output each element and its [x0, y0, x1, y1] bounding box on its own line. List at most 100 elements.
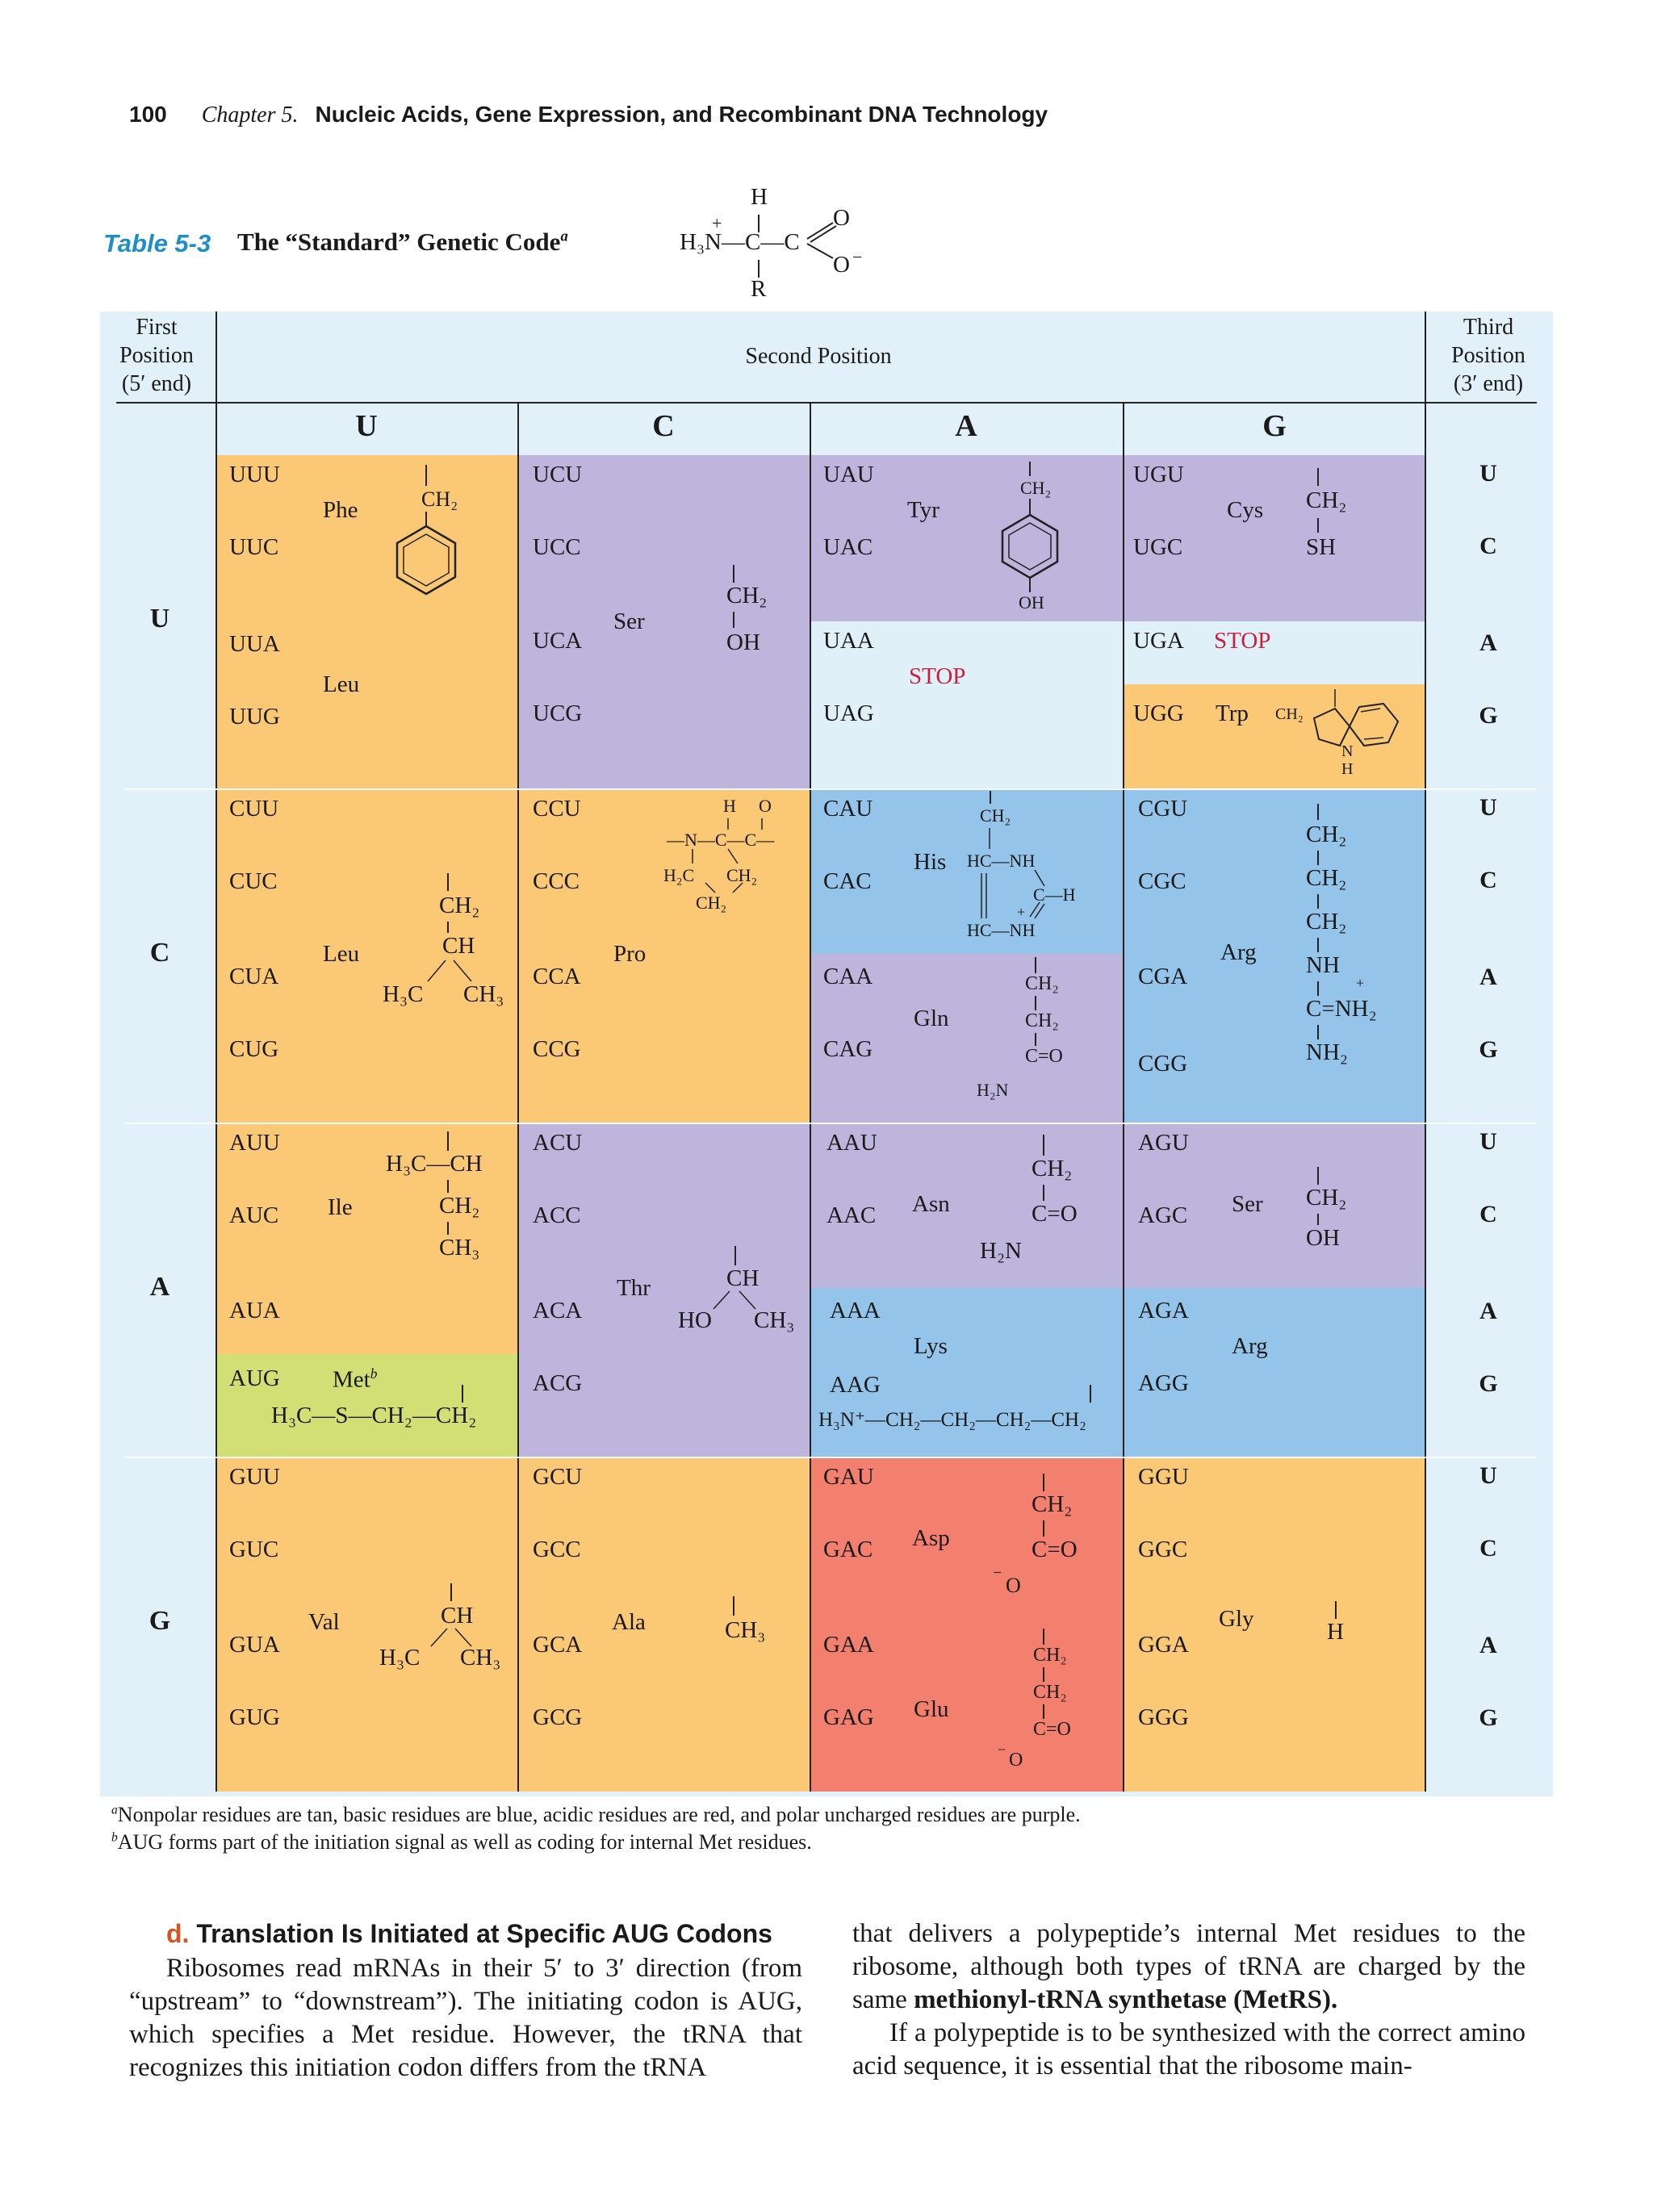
thr-ho: HO [678, 1307, 712, 1333]
chapter-title: Nucleic Acids, Gene Expression, and Reco… [315, 102, 1048, 127]
benzene-ring-icon [395, 465, 457, 596]
codon: CUG [229, 1036, 279, 1062]
glu-co: C=O [1033, 1719, 1071, 1740]
codon: UUC [229, 534, 279, 560]
bond [1090, 1385, 1091, 1403]
third-base: A [1479, 629, 1497, 656]
bond [734, 1246, 736, 1265]
asp-minus: − [993, 1564, 1002, 1582]
phe-side-chain: CH₂ [421, 487, 458, 511]
pro-ch2: CH₂ [726, 865, 758, 885]
paragraph: that delivers a polypeptide’s internal M… [852, 1919, 1525, 2014]
pro-o: O [759, 796, 772, 816]
codon: CCU [533, 796, 581, 822]
bond [1317, 981, 1319, 996]
amino-acid-ser: Ser [613, 608, 645, 634]
first-base-A: A [149, 1272, 170, 1302]
block-met [216, 1354, 518, 1457]
block-thr [518, 1123, 810, 1457]
codon: GGC [1138, 1537, 1188, 1562]
bond [462, 1385, 463, 1403]
asp-ch2: CH₂ [1032, 1491, 1073, 1517]
bond [1043, 1474, 1044, 1491]
bond [447, 873, 449, 891]
block-val [216, 1457, 518, 1792]
bond [1335, 1601, 1337, 1619]
amino-acid-gln: Gln [914, 1006, 949, 1031]
third-base: A [1479, 1298, 1497, 1324]
codon: GCC [533, 1537, 581, 1562]
ser-oh: OH [726, 629, 760, 655]
bond [692, 818, 763, 893]
arg-nh2: NH₂ [1306, 1039, 1348, 1065]
aa-structure-backbone: H₃N—C—C [680, 229, 800, 255]
codon: GGU [1138, 1464, 1189, 1490]
second-base-A: A [955, 409, 977, 443]
bond [450, 1583, 452, 1601]
body-column-right: that delivers a polypeptide’s internal M… [852, 1917, 1525, 2083]
block-tyr [810, 455, 1124, 621]
row-rule-ag [124, 1457, 1537, 1458]
codon: GCU [533, 1464, 583, 1490]
amino-acid-asp: Asp [912, 1525, 950, 1551]
codon: UUU [229, 462, 280, 487]
block-ser-u [518, 455, 810, 789]
arg-ch2-b: CH₂ [1306, 865, 1347, 891]
bond [1317, 1167, 1319, 1185]
amino-acid-phe: Phe [323, 497, 358, 523]
block-stop-uaa [810, 621, 1124, 789]
aa-structure-h: H [751, 184, 768, 210]
amino-acid-arg: Arg [1232, 1333, 1268, 1359]
lys-side-chain: H₃N⁺—CH₂—CH₂—CH₂—CH₂ [818, 1409, 1086, 1431]
aa-structure-o2: O [833, 252, 850, 278]
tyr-ch2: CH₂ [1020, 478, 1052, 498]
bond [1317, 518, 1319, 533]
block-ala [518, 1457, 810, 1792]
codon: AGC [1138, 1202, 1188, 1228]
bond [447, 1222, 449, 1235]
amino-acid-his: His [914, 849, 947, 875]
codon: CGC [1138, 868, 1186, 894]
bond [1317, 1025, 1319, 1039]
leu-ch2: CH₂ [439, 893, 480, 918]
codon: CGG [1138, 1051, 1188, 1077]
third-base: C [1479, 867, 1497, 893]
third-base: U [1479, 1128, 1497, 1155]
codon: ACG [533, 1370, 583, 1396]
amino-acid-arg: Arg [1220, 939, 1257, 965]
codon: GUC [229, 1537, 279, 1562]
third-base: U [1479, 1462, 1497, 1489]
thr-ch3: CH₃ [754, 1307, 795, 1333]
gln-ch2-a: CH₂ [1025, 973, 1059, 994]
header-rule [116, 402, 1537, 404]
trp-n: N [1341, 742, 1354, 760]
codon: UGG [1133, 700, 1184, 726]
ala-ch3: CH₃ [725, 1617, 766, 1643]
third-base: U [1479, 794, 1497, 821]
third-base: G [1479, 1704, 1498, 1731]
first-base-U: U [149, 604, 170, 633]
aa-structure-minus: − [852, 247, 863, 267]
bond [1043, 1185, 1044, 1201]
paragraph: Ribosomes read mRNAs in their 5′ to 3′ d… [129, 1954, 802, 2082]
gln-ch2-b: CH₂ [1025, 1010, 1059, 1031]
amino-acid-lys: Lys [914, 1333, 948, 1359]
codon: GUG [229, 1704, 280, 1730]
codon: UUG [229, 704, 280, 730]
bond [447, 1180, 449, 1193]
codon: CGU [1138, 796, 1188, 822]
codon: CAU [823, 796, 873, 822]
codon: UCU [533, 462, 583, 487]
amino-acid-cys: Cys [1227, 497, 1264, 523]
his-hc-nh-1: HC—NH [967, 851, 1036, 871]
bond [1317, 804, 1319, 820]
block-cys [1124, 455, 1425, 621]
codon: UAU [823, 462, 874, 487]
page-number: 100 [129, 102, 167, 127]
section-heading: d. Translation Is Initiated at Specific … [166, 1919, 772, 1948]
table-title: The “Standard” Genetic Codea [237, 228, 568, 256]
aa-structure-plus: + [712, 213, 722, 233]
arg-ch2-a: CH₂ [1306, 822, 1347, 847]
arg-nh: NH [1306, 952, 1340, 978]
codon: UAA [823, 628, 874, 654]
